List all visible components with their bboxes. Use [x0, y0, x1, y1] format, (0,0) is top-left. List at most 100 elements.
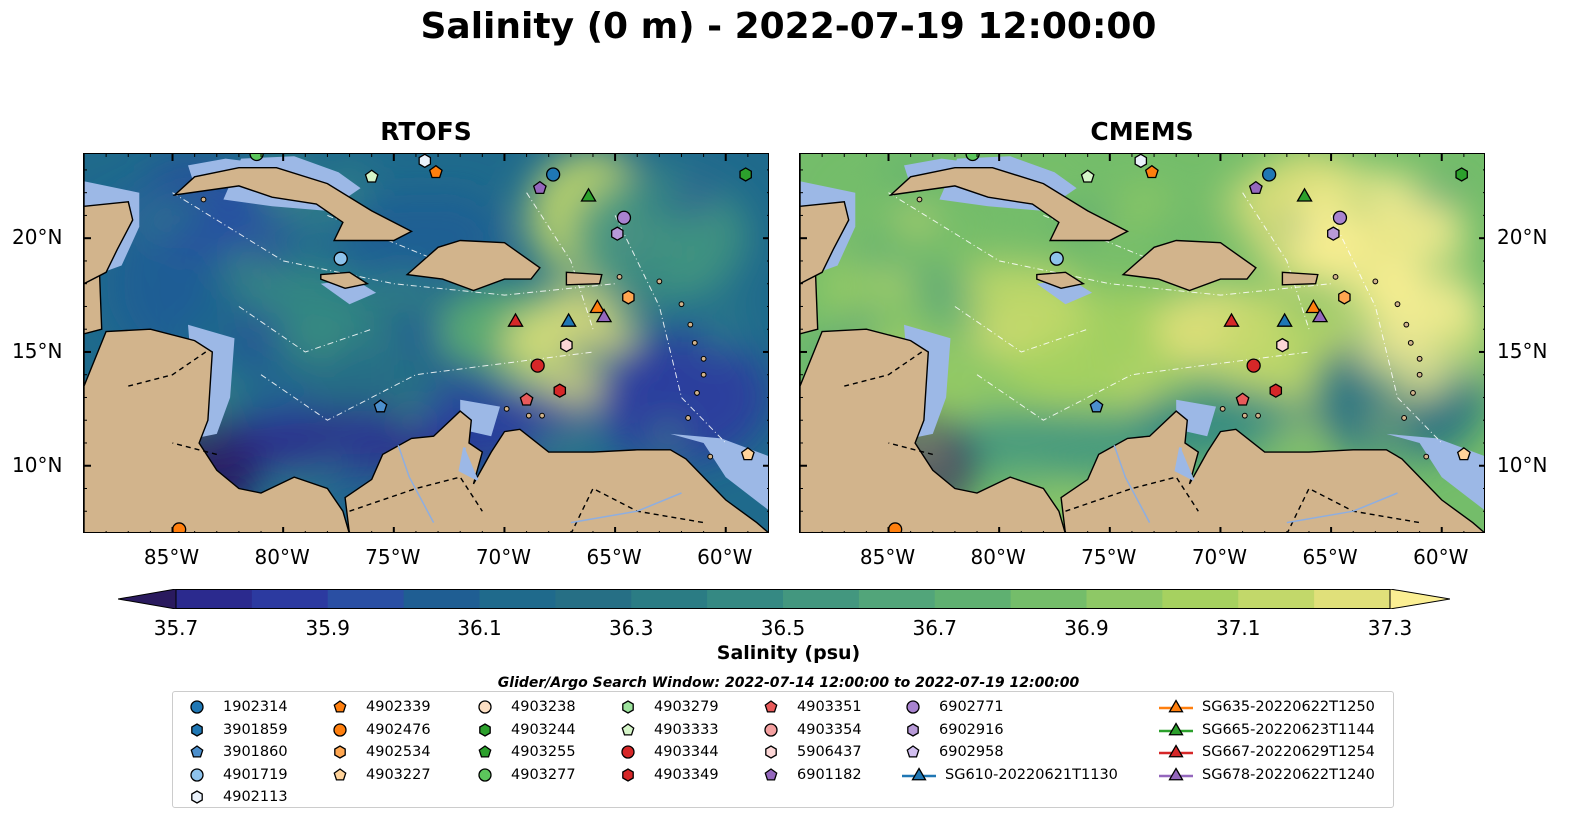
colorbar-tick-label: 36.7 [912, 616, 958, 640]
colorbar-segment [707, 589, 784, 609]
legend-item-4903333: 4903333 [616, 719, 719, 741]
float-4903227-marker [740, 447, 755, 461]
colorbar-segment [176, 589, 253, 609]
land-yucatan [800, 201, 850, 285]
legend-label: 4903277 [511, 766, 576, 783]
legend-item-4903255: 4903255 [473, 741, 576, 763]
legend-item-4903244: 4903244 [473, 719, 576, 741]
float-4903344-marker [1246, 358, 1261, 373]
legend-marker-pentagon-icon [906, 745, 920, 758]
colorbar [117, 588, 1451, 610]
legend-marker-circle-icon [478, 767, 492, 782]
float-1902314-marker [1261, 167, 1277, 182]
colorbar-label: Salinity (psu) [716, 642, 861, 664]
lat-tick-label-right: 20°N [1497, 225, 1548, 250]
legend-item-4903344: 4903344 [616, 741, 719, 763]
float-4903277-marker [249, 154, 264, 162]
legend-marker-pentagon-icon [190, 745, 204, 758]
lat-tick-label-left: 10°N [12, 452, 63, 477]
lat-tick-label-right: 15°N [1497, 338, 1548, 363]
glider-SG665-20220623T1144-marker [1296, 187, 1313, 202]
lon-tick-label: 70°W [475, 545, 532, 569]
legend-marker-triangle-icon [1168, 699, 1184, 713]
legend-label: 4903227 [366, 766, 431, 783]
colorbar-extend-min [117, 588, 177, 610]
legend-item-6902958: 6902958 [901, 741, 1004, 763]
lon-tick-label: 80°W [254, 545, 310, 569]
colorbar-segment [1162, 589, 1239, 609]
colorbar-segment [858, 589, 936, 609]
legend-item-4903354: 4903354 [759, 719, 862, 741]
legend-marker-pentagon-icon [621, 722, 635, 735]
lat-tick-label-left: 15°N [12, 338, 63, 363]
legend-marker-triangle-icon [1168, 766, 1184, 780]
legend-item-4902339: 4902339 [328, 696, 431, 718]
colorbar-tick-label: 37.3 [1367, 616, 1413, 640]
legend-label: 4903351 [797, 699, 862, 715]
land-jamaica [1036, 271, 1086, 290]
glider-SG610-20220621T1130-marker [560, 312, 577, 327]
float-4901719-marker [333, 251, 348, 266]
legend-marker-circle-icon [764, 722, 778, 737]
panel-title-rtofs: RTOFS [380, 117, 472, 146]
colorbar-segment [1314, 589, 1391, 609]
colorbar-segment [251, 589, 329, 609]
land-cuba [888, 166, 1130, 242]
colorbar-segment [1010, 589, 1087, 609]
legend-marker-triangle-icon [911, 766, 927, 780]
float-4903351-marker [519, 392, 534, 406]
float-4902476-marker [888, 522, 903, 532]
colorbar-segment [783, 589, 860, 609]
colorbar-segment [555, 589, 632, 609]
legend-item-4903349: 4903349 [616, 764, 719, 786]
legend-label: 4903349 [654, 766, 719, 783]
float-6901182-marker [532, 180, 547, 195]
legend-marker-pentagon-icon [764, 767, 778, 780]
glider-SG678-20220622T1240-marker [1311, 308, 1329, 323]
legend-marker-hexagon-icon [622, 700, 634, 714]
colorbar-segment [327, 589, 405, 609]
legend-label: SG610-20220621T1130 [945, 766, 1118, 783]
float-4903344-marker [530, 358, 545, 373]
legend-item-4903279: 4903279 [616, 696, 719, 718]
lon-tick-label: 75°W [365, 545, 421, 569]
legend-item-5906437: 5906437 [759, 741, 862, 763]
float-4903349-marker [1269, 383, 1283, 398]
panel-title-cmems: CMEMS [1090, 117, 1194, 146]
lon-tick-label: 85°W [143, 545, 200, 569]
legend-label: 4903279 [654, 699, 719, 715]
legend-item-6902916: 6902916 [901, 719, 1004, 741]
legend-item-3901859: 3901859 [185, 719, 288, 741]
legend-item-4903227: 4903227 [328, 764, 431, 786]
float-4901719-marker [1049, 251, 1064, 266]
legend-item-6902771: 6902771 [901, 696, 1004, 718]
legend-marker-pentagon-icon [333, 700, 347, 713]
land-jamaica [320, 271, 370, 290]
lon-tick-label: 80°W [970, 545, 1026, 569]
legend-item-SG667-20220629T1254: SG667-20220629T1254 [1158, 741, 1375, 763]
legend-marker-pentagon-icon [764, 700, 778, 713]
colorbar-tick-label: 36.3 [608, 616, 654, 640]
lon-tick-label: 60°W [697, 545, 753, 569]
float-6902916-marker [1327, 226, 1340, 241]
float-4902113-marker [1134, 154, 1148, 169]
legend-label: 6901182 [797, 766, 862, 783]
float-1902314-marker [545, 167, 561, 182]
float-4902476-marker [172, 522, 187, 532]
legend-marker-pentagon-icon [333, 767, 347, 780]
colorbar-segment [403, 589, 480, 609]
float-4903333-marker [1080, 169, 1095, 183]
colorbar-segment [1238, 589, 1315, 609]
legend-marker-circle-icon [333, 722, 347, 737]
figure-title: Salinity (0 m) - 2022-07-19 12:00:00 [420, 6, 1157, 47]
legend-marker-circle-icon [621, 745, 635, 759]
float-4903244-marker [1455, 167, 1468, 182]
lat-tick-label-left: 20°N [12, 225, 63, 250]
land-puertorico [1281, 271, 1319, 286]
float-3901860-marker [373, 399, 388, 413]
legend-label: 4903344 [654, 744, 719, 760]
legend-marker-circle-icon [190, 700, 204, 714]
legend-label: 1902314 [223, 699, 288, 715]
legend-marker-circle-icon [190, 767, 204, 782]
colorbar-segment [1086, 589, 1163, 609]
